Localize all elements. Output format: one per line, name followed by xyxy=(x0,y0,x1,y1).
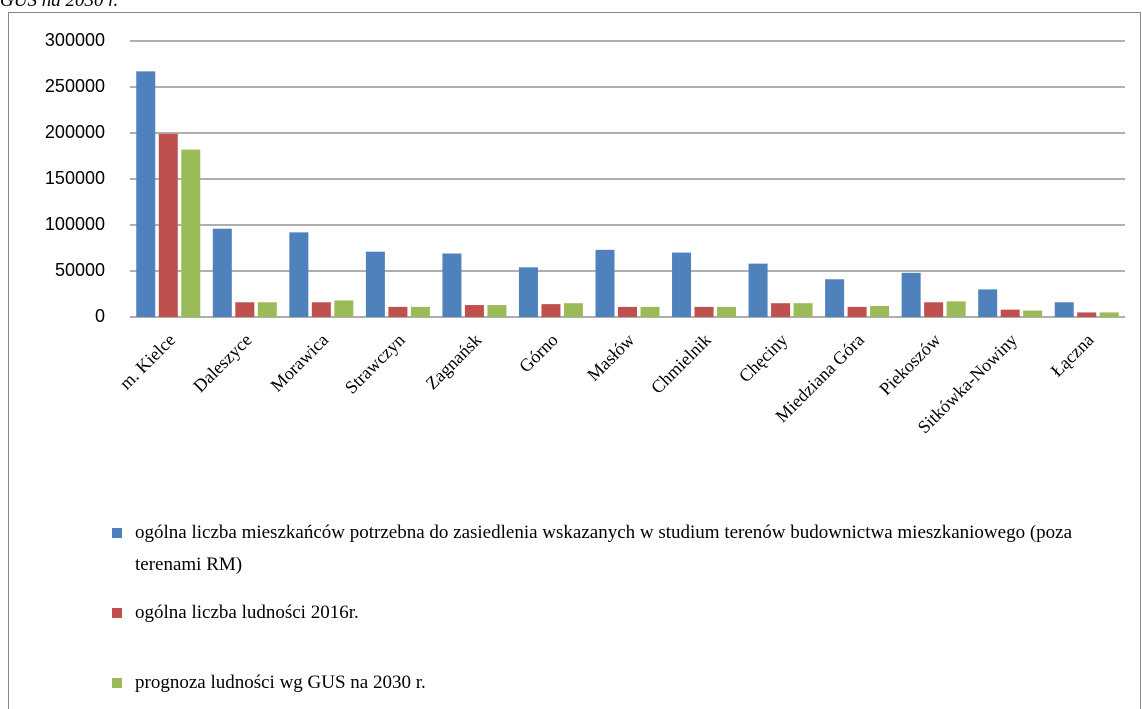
bar xyxy=(235,302,255,317)
bar xyxy=(870,305,890,317)
x-tick-label: Chęciny xyxy=(735,330,792,387)
x-tick-label: Zagnańsk xyxy=(422,330,486,394)
bar xyxy=(1023,310,1043,317)
legend-label: ogólna liczba mieszkańców potrzebna do z… xyxy=(135,522,1073,575)
legend-label: prognoza ludności wg GUS na 2030 r. xyxy=(135,672,426,693)
bar xyxy=(487,305,507,317)
bar xyxy=(410,306,430,317)
x-tick-label: Chmielnik xyxy=(647,330,715,398)
bar xyxy=(388,306,408,317)
y-tick-label: 50000 xyxy=(55,260,105,280)
legend-swatch xyxy=(112,608,122,618)
y-tick-label: 300000 xyxy=(45,30,105,50)
legend-swatch xyxy=(112,528,122,538)
bar xyxy=(771,303,791,317)
x-tick-label: Strawczyn xyxy=(341,330,409,398)
x-tick-label: Daleszyce xyxy=(189,330,255,396)
bar xyxy=(672,252,692,317)
bar xyxy=(901,272,921,317)
bar xyxy=(136,71,156,317)
y-tick-label: 200000 xyxy=(45,122,105,142)
bar xyxy=(748,263,768,317)
bar xyxy=(518,267,538,317)
bar xyxy=(1099,312,1119,317)
bar xyxy=(924,302,944,317)
bar xyxy=(978,289,998,317)
legend-swatch xyxy=(112,678,122,688)
bar xyxy=(1077,312,1097,317)
x-tick-label: Piekoszów xyxy=(875,330,944,399)
bar xyxy=(847,306,867,317)
bar xyxy=(563,303,583,317)
legend-label: ogólna liczba ludności 2016r. xyxy=(135,602,359,623)
y-tick-label: 250000 xyxy=(45,76,105,96)
bar xyxy=(640,306,660,317)
bar xyxy=(946,301,966,317)
bar xyxy=(257,302,277,317)
bar xyxy=(158,133,178,317)
y-tick-label: 0 xyxy=(95,306,105,326)
y-tick-label: 150000 xyxy=(45,168,105,188)
x-tick-label: m. Kielce xyxy=(115,330,179,394)
bar xyxy=(717,306,737,317)
bar xyxy=(1054,302,1074,317)
bar xyxy=(212,228,232,317)
bar xyxy=(541,304,561,317)
bar xyxy=(311,302,331,317)
bar xyxy=(618,306,637,317)
bar xyxy=(334,300,354,317)
bar xyxy=(595,249,615,317)
x-tick-label: Górno xyxy=(515,330,562,377)
x-tick-label: Masłów xyxy=(583,330,638,385)
x-tick-label: Morawica xyxy=(266,330,332,396)
bar xyxy=(694,306,714,317)
x-tick-label: Łączna xyxy=(1047,330,1098,381)
bar xyxy=(365,251,385,317)
y-tick-label: 100000 xyxy=(45,214,105,234)
bar xyxy=(1000,309,1020,317)
bar xyxy=(442,253,462,317)
bar xyxy=(181,149,201,317)
bar xyxy=(289,232,309,317)
bar xyxy=(464,305,484,317)
chart-border xyxy=(8,12,1141,709)
bar xyxy=(825,279,845,317)
caption: GUS na 2030 r. xyxy=(0,0,118,11)
bar xyxy=(793,303,813,317)
